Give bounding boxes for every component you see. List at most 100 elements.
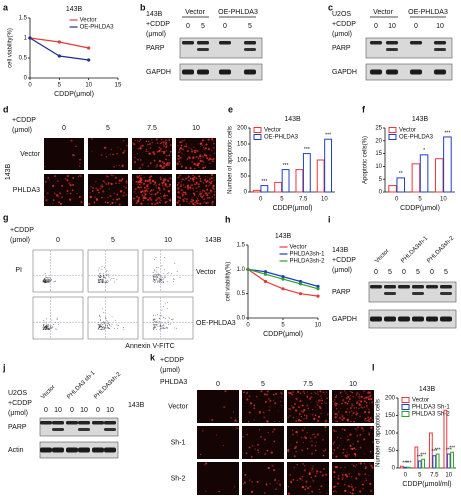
x-tick-label: 5 [58,83,62,89]
cell-dot [168,185,171,188]
event-dot [50,326,51,327]
panel-letter: j [2,362,6,372]
cell-dot [144,193,147,196]
event-dot [108,322,110,323]
cell-dot [267,397,270,400]
event-dot [152,318,154,320]
cell-dot [233,486,236,488]
cell-dot [274,420,276,422]
cell-dot [102,190,105,193]
event-dot [50,328,51,330]
micrograph [197,390,239,423]
cell-dot [198,162,200,165]
micrograph [332,426,374,459]
event-dot [97,278,99,280]
cell-dot [303,469,307,472]
cell-dot [120,194,122,196]
event-dot [104,322,106,324]
event-dot [103,322,105,324]
cell-dot [355,407,358,409]
cell-dot [301,476,304,478]
event-dot [43,323,45,325]
cell-dot [345,392,347,394]
cell-dot [338,403,340,405]
bar [281,169,290,193]
cell-dot [251,481,253,483]
cell-dot [134,187,137,191]
cell-dot [312,465,314,467]
event-dot [107,274,109,276]
cell-dot [159,192,162,195]
cell-dot [135,195,138,198]
cell-dot [357,462,359,464]
cell-dot [45,198,48,202]
event-dot [173,279,175,281]
y-tick-label: 10 [375,164,382,170]
cell-dot [201,196,204,199]
protein-label: GAPDH [332,69,357,76]
cell-dot [184,186,187,188]
cell-dot [169,198,172,200]
cell-dot [107,176,109,178]
cell-dot [278,421,280,423]
event-dot [154,323,155,325]
cell-dot [71,189,74,192]
event-dot [161,325,163,327]
cell-dot [311,433,314,436]
cell-dot [186,200,188,203]
cell-dot [166,186,168,188]
cell-dot [351,463,353,466]
cell-dot [274,478,276,480]
cell-dot [334,490,336,492]
cell-dot [336,415,338,417]
protein-label: Actin [8,447,24,454]
cell-dot [333,470,336,474]
event-dot [105,270,107,272]
event-dot [156,322,158,324]
event-dot [50,279,52,281]
event-dot [99,319,101,321]
cell-dot [139,186,142,189]
cell-dot [177,155,179,157]
event-dot [159,326,161,327]
event-dot [152,276,154,278]
cell-dot [167,190,171,193]
event-dot [159,329,161,330]
chart-title: 143B [419,386,436,393]
cell-dot [196,150,199,153]
event-dot [160,326,161,327]
cell-dot [69,192,72,195]
event-dot [162,305,164,307]
x-tick-label: 10 [315,323,322,329]
event-dot [46,325,48,327]
event-dot [47,327,48,329]
cell-dot [311,413,314,416]
event-dot [167,302,168,303]
significance-label: *** [435,447,441,453]
cell-dot [195,187,197,189]
cell-dot [139,167,142,169]
cell-dot [306,432,308,434]
cell-dot [363,462,366,465]
event-dot [168,324,170,325]
cell-dot [207,176,209,178]
cell-dot [246,433,249,436]
cell-dot [364,467,367,470]
bar [450,451,455,469]
event-dot [155,274,157,275]
cell-dot [316,433,319,436]
cell-dot [310,452,314,455]
cell-dot [160,139,163,141]
cell-dot [317,393,319,396]
cell-dot [289,408,291,410]
event-dot [109,328,111,330]
cell-dot [111,201,114,205]
cell-dot [277,410,280,412]
cell-dot [138,183,141,186]
x-tick-label: 0 [246,323,250,329]
condition-label: +CDDP [332,257,356,264]
cell-dot [168,185,170,187]
cell-dot [162,140,165,144]
cell-dot [360,400,363,403]
event-dot [101,281,103,283]
